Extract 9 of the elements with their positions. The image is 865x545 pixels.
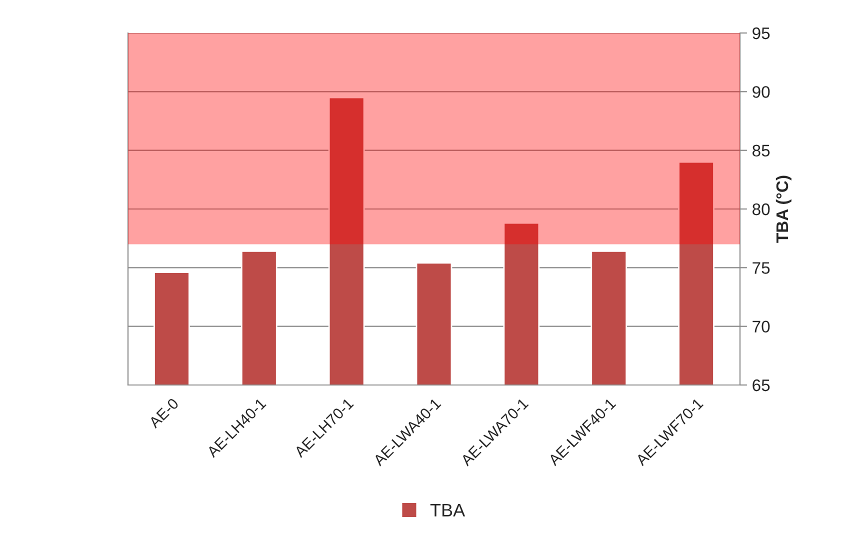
y-axis-title: TBA (°C) — [776, 176, 792, 243]
y-tick-label: 65 — [752, 379, 770, 392]
y-tick-label: 75 — [752, 262, 770, 274]
y-tick-label: 70 — [752, 320, 770, 333]
y-tick-label: 80 — [752, 203, 770, 216]
legend-label: TBA — [430, 504, 466, 516]
y-tick-label: 85 — [752, 144, 770, 157]
y-tick-label: 90 — [752, 86, 770, 98]
y-tick-label: 95 — [752, 27, 770, 40]
